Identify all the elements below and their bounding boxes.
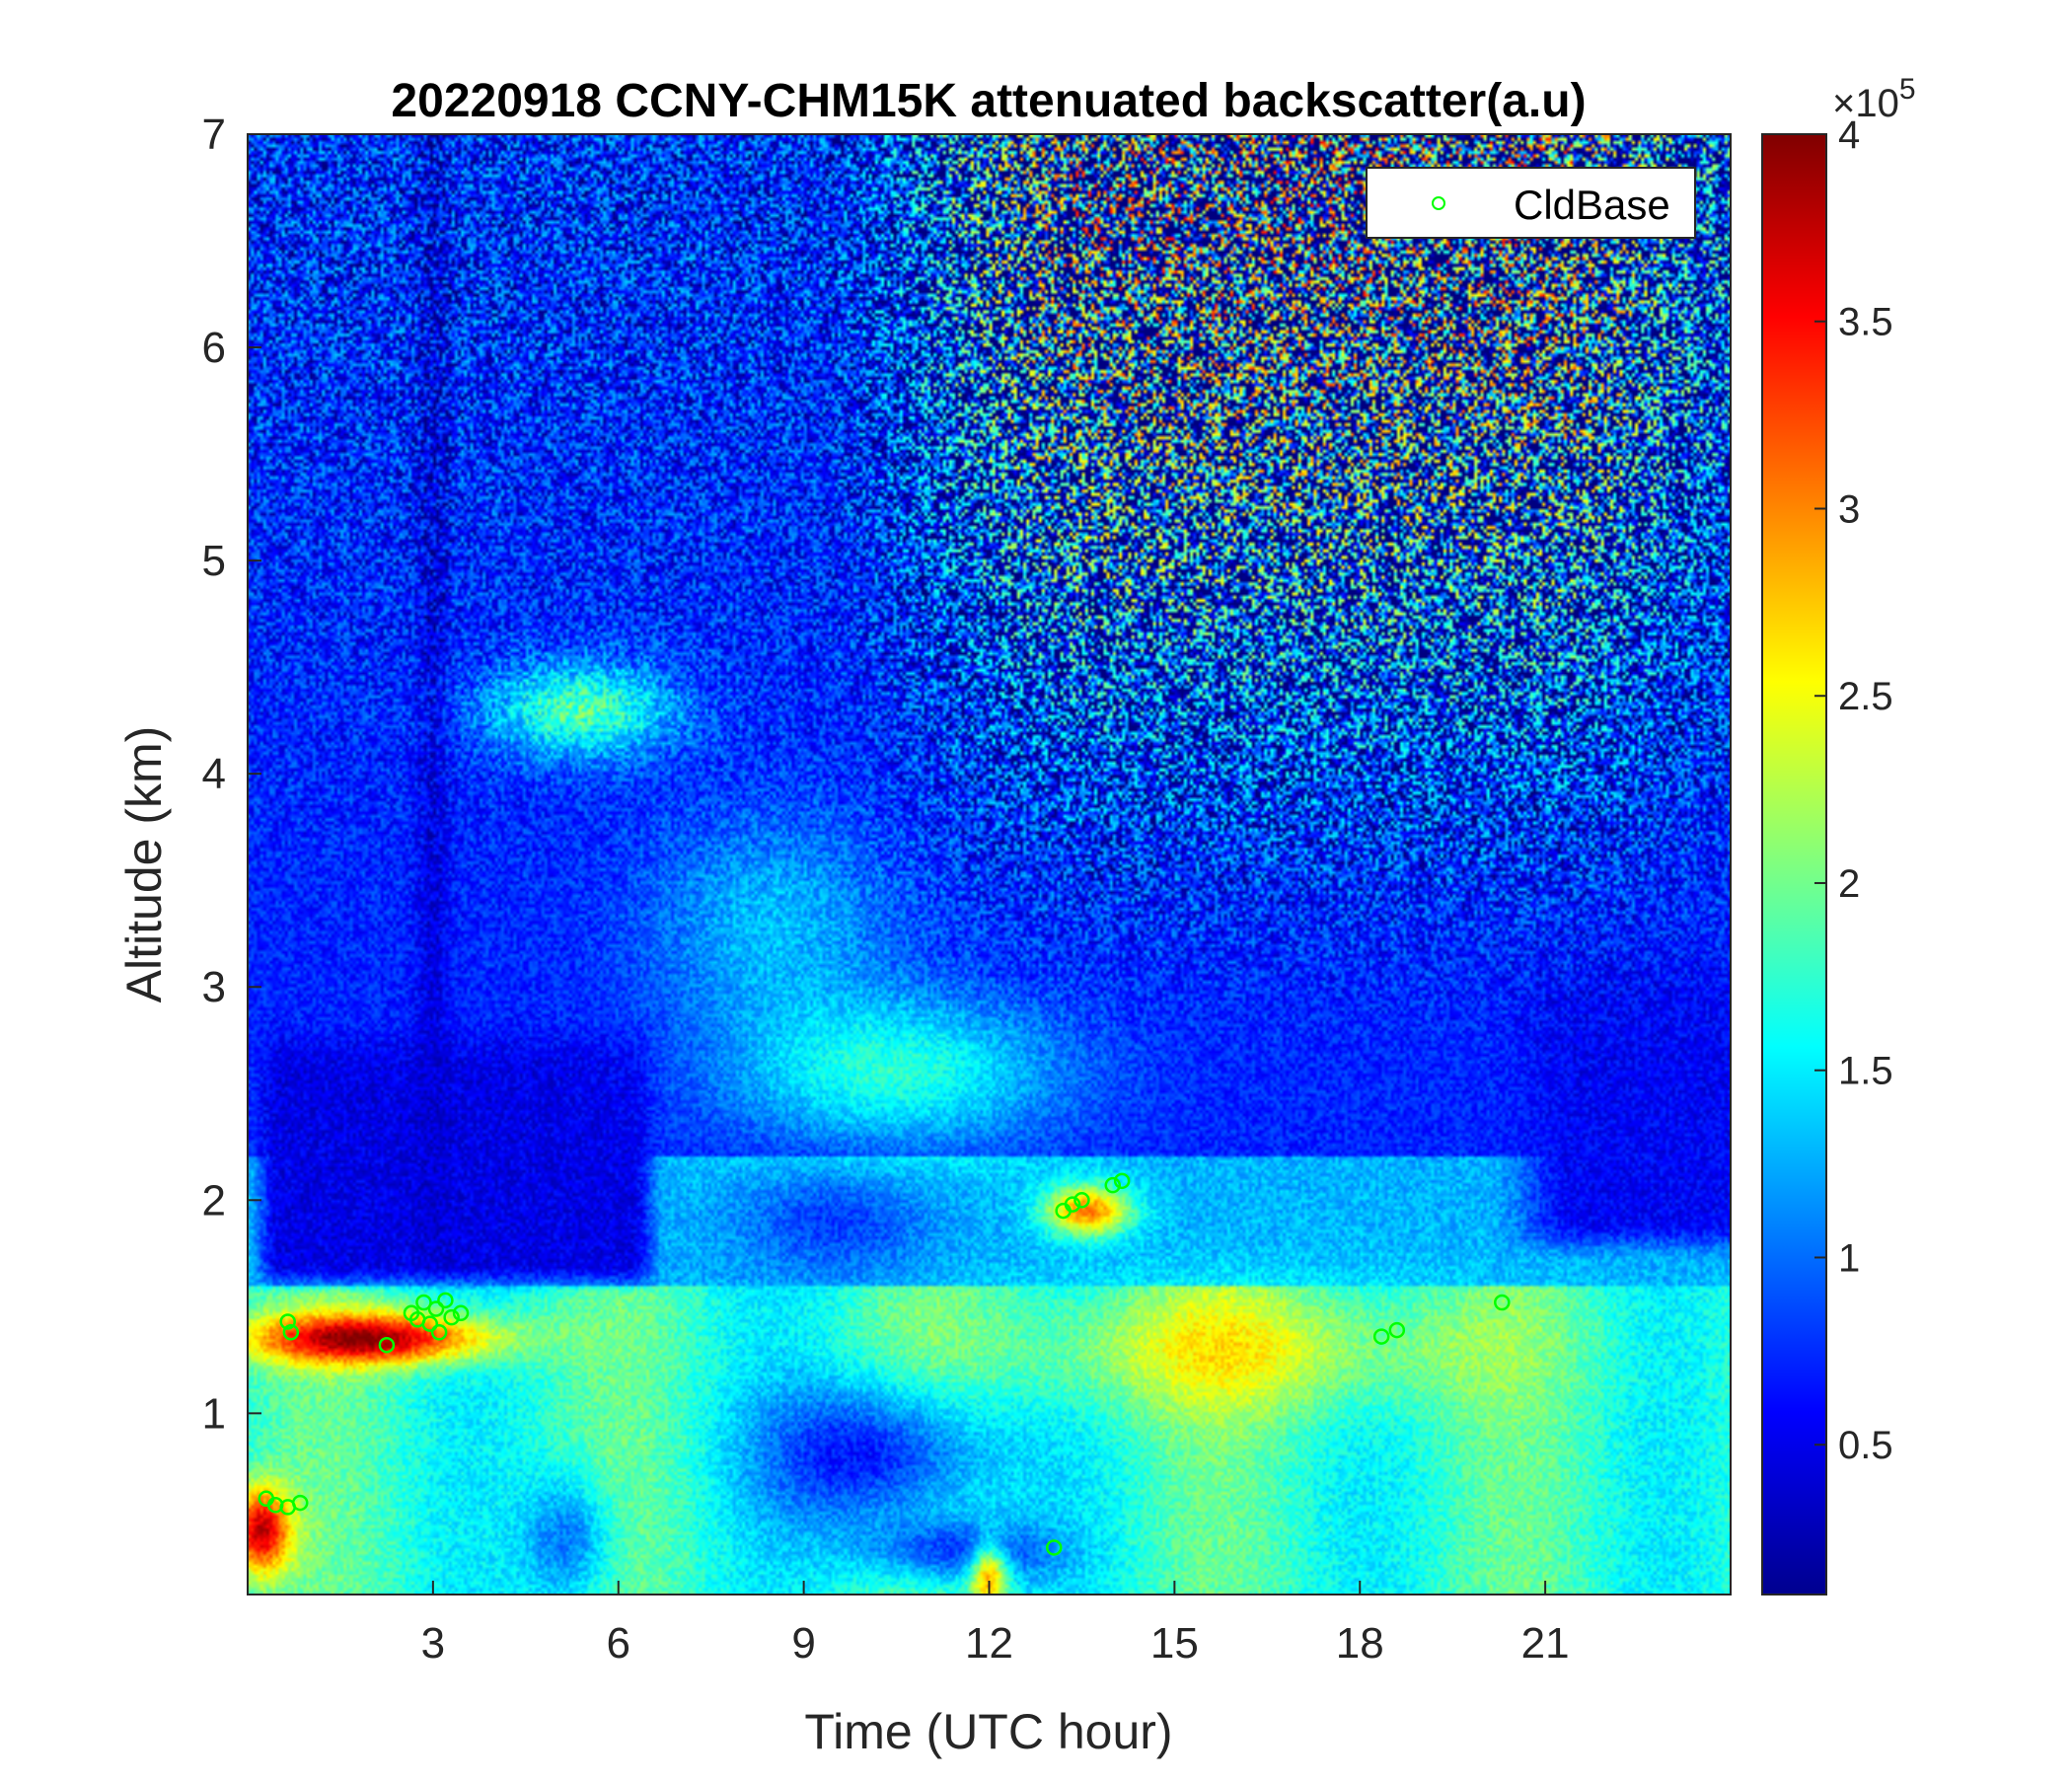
colorbar-tick-label: 3.5 <box>1838 301 1893 344</box>
colorbar-ticks: 0.5 1 1.5 2 2.5 3 3.5 4 <box>1814 113 1893 1467</box>
heatmap-area <box>248 134 1731 1595</box>
cloud-base-point <box>1388 1321 1406 1339</box>
y-tick-label: 5 <box>202 537 226 585</box>
x-tick-label: 12 <box>965 1619 1013 1668</box>
cloud-base-point <box>291 1494 309 1512</box>
colorbar-gradient <box>1761 133 1827 1595</box>
legend-label-cldbase: CldBase <box>1514 182 1670 228</box>
colorbar-tick-label: 0.5 <box>1838 1424 1893 1467</box>
colorbar-tick-label: 4 <box>1838 113 1860 157</box>
x-tick-label: 18 <box>1336 1619 1384 1668</box>
colorbar-tick-label: 3 <box>1838 487 1860 531</box>
cloud-base-point <box>279 1313 296 1330</box>
legend: CldBase <box>1366 167 1696 239</box>
cloud-base-point <box>443 1308 460 1326</box>
y-axis-label: Altitude (km) <box>116 726 172 1003</box>
x-tick-label: 9 <box>791 1619 815 1668</box>
cloud-base-point <box>1064 1196 1081 1213</box>
y-tick-label: 7 <box>202 111 226 159</box>
colorbar: 0.5 1 1.5 2 2.5 3 3.5 4 ×105 <box>1761 73 1916 1595</box>
cloud-base-point <box>1372 1328 1390 1345</box>
x-tick-label: 21 <box>1521 1619 1570 1668</box>
cloud-base-point <box>1046 1539 1063 1556</box>
cloud-base-point <box>421 1315 438 1332</box>
x-axis-label: Time (UTC hour) <box>804 1704 1172 1759</box>
y-tick-label: 1 <box>202 1389 226 1438</box>
colorbar-tick-label: 1.5 <box>1838 1050 1893 1093</box>
cloud-base-point <box>378 1336 396 1354</box>
cloud-base-point <box>437 1292 454 1309</box>
colorbar-tick-label: 1 <box>1838 1236 1860 1280</box>
x-tick-label: 6 <box>607 1619 630 1668</box>
colorbar-multiplier: ×105 <box>1832 73 1916 125</box>
y-axis: 1 2 3 4 5 6 7 <box>202 111 261 1438</box>
cloud-base-point <box>415 1294 432 1311</box>
cloud-base-point <box>452 1304 470 1322</box>
colorbar-tick-label: 2 <box>1838 862 1860 906</box>
cloud-base-point <box>1494 1294 1511 1311</box>
cloud-base-point <box>1073 1192 1090 1209</box>
x-tick-label: 3 <box>421 1619 445 1668</box>
y-tick-label: 4 <box>202 750 226 798</box>
x-axis: 3 6 9 12 15 18 21 <box>421 1581 1570 1668</box>
heatmap-image <box>248 134 1731 1595</box>
legend-marker-cldbase <box>1432 196 1445 210</box>
y-tick-label: 6 <box>202 324 226 372</box>
cloud-base-point <box>430 1323 448 1341</box>
legend-box <box>1366 167 1696 239</box>
cloud-base-markers <box>258 1172 1511 1556</box>
x-tick-label: 15 <box>1150 1619 1199 1668</box>
y-tick-label: 3 <box>202 963 226 1011</box>
chart-title: 20220918 CCNY-CHM15K attenuated backscat… <box>391 75 1586 127</box>
cloud-base-point <box>1113 1172 1131 1190</box>
cloud-base-point <box>282 1323 300 1341</box>
cloud-base-point <box>1104 1176 1121 1194</box>
y-tick-label: 2 <box>202 1176 226 1224</box>
cloud-base-point <box>427 1300 445 1317</box>
colorbar-tick-label: 2.5 <box>1838 675 1893 718</box>
